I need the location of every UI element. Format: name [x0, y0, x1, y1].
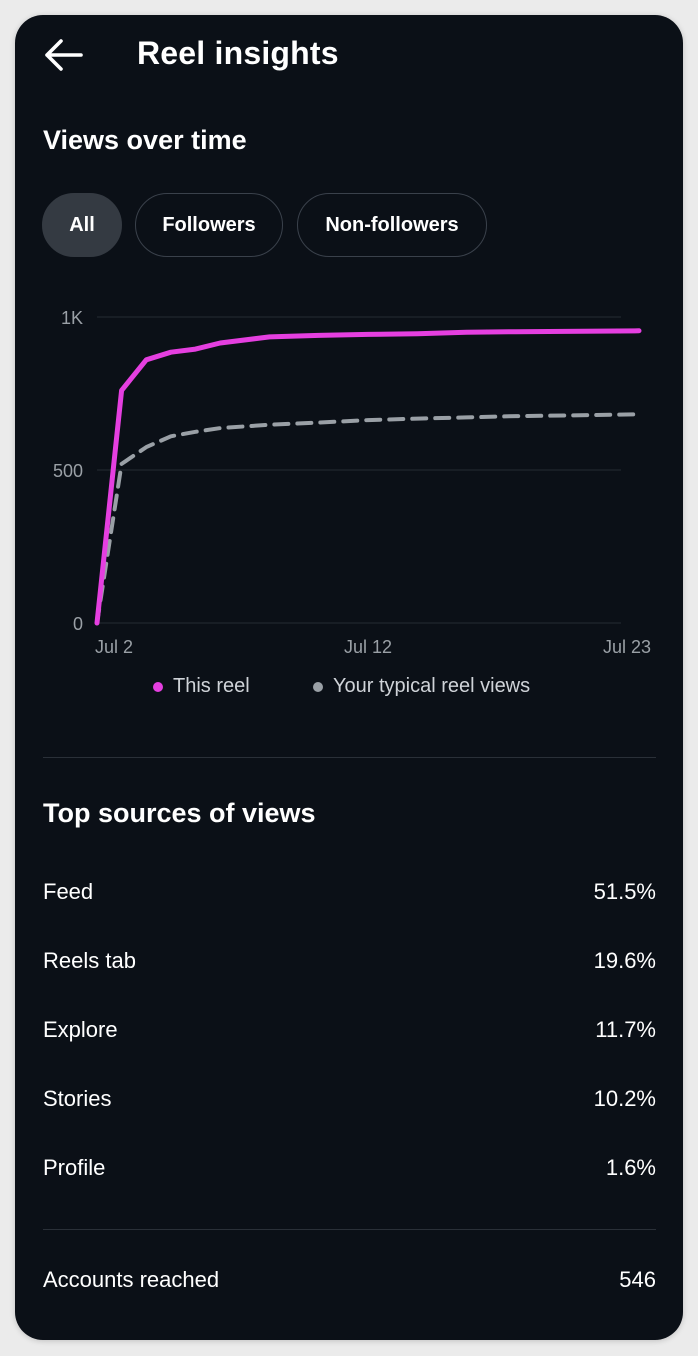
header: Reel insights: [15, 15, 683, 95]
source-value: 10.2%: [593, 1086, 656, 1111]
legend-dot-typical-views: [313, 681, 323, 692]
source-row-feed: Feed 51.5%: [43, 872, 656, 912]
source-label: Profile: [43, 1155, 106, 1180]
source-value: 19.6%: [593, 948, 656, 973]
back-button[interactable]: [41, 37, 85, 73]
source-row-explore: Explore 11.7%: [43, 1010, 656, 1050]
source-value: 1.6%: [605, 1155, 656, 1180]
page-title: Reel insights: [137, 35, 339, 71]
y-tick-label: 500: [53, 461, 83, 481]
legend-label-typical-views: Your typical reel views: [333, 675, 531, 697]
section-divider: [43, 1229, 656, 1230]
x-tick-label: Jul 2: [95, 637, 133, 655]
x-tick-label: Jul 23: [603, 637, 651, 655]
legend-typical-views: Your typical reel views: [313, 675, 530, 698]
filter-all-chip[interactable]: All: [42, 193, 122, 257]
source-label: Feed: [43, 879, 94, 904]
source-label: Explore: [43, 1017, 118, 1042]
source-row-profile: Profile 1.6%: [43, 1148, 656, 1188]
y-tick-label: 0: [73, 614, 83, 634]
arrow-left-icon: [45, 39, 83, 71]
source-value: 11.7%: [595, 1017, 656, 1042]
series-line-this-reel: [94, 328, 642, 626]
source-row-reels-tab: Reels tab 19.6%: [43, 941, 656, 981]
views-line-chart: 1K 500 0 Jul 2 Jul 12 Jul 23: [53, 308, 651, 655]
source-label: Reels tab: [43, 948, 136, 973]
series-line-typical-views: [95, 412, 641, 625]
accounts-reached-row[interactable]: Accounts reached 546: [43, 1260, 656, 1300]
x-tick-label: Jul 12: [344, 637, 392, 655]
section-divider: [43, 757, 656, 758]
source-value: 51.5%: [593, 879, 656, 904]
source-row-stories: Stories 10.2%: [43, 1079, 656, 1119]
source-label: Stories: [43, 1086, 112, 1111]
accounts-reached-label: Accounts reached: [43, 1267, 220, 1292]
views-over-time-title: Views over time: [43, 125, 247, 155]
accounts-reached-value: 546: [619, 1267, 656, 1292]
legend-label-this-reel: This reel: [173, 675, 250, 697]
chart-legend: This reel Your typical reel views: [15, 675, 683, 705]
y-tick-label: 1K: [61, 308, 83, 328]
filter-non-followers-chip[interactable]: Non-followers: [297, 193, 487, 257]
filter-followers-chip[interactable]: Followers: [135, 193, 283, 257]
legend-dot-this-reel: [153, 681, 163, 692]
legend-this-reel: This reel: [153, 675, 250, 698]
insights-card: Reel insights Views over time All Follow…: [15, 15, 683, 1340]
top-sources-title: Top sources of views: [43, 798, 316, 828]
